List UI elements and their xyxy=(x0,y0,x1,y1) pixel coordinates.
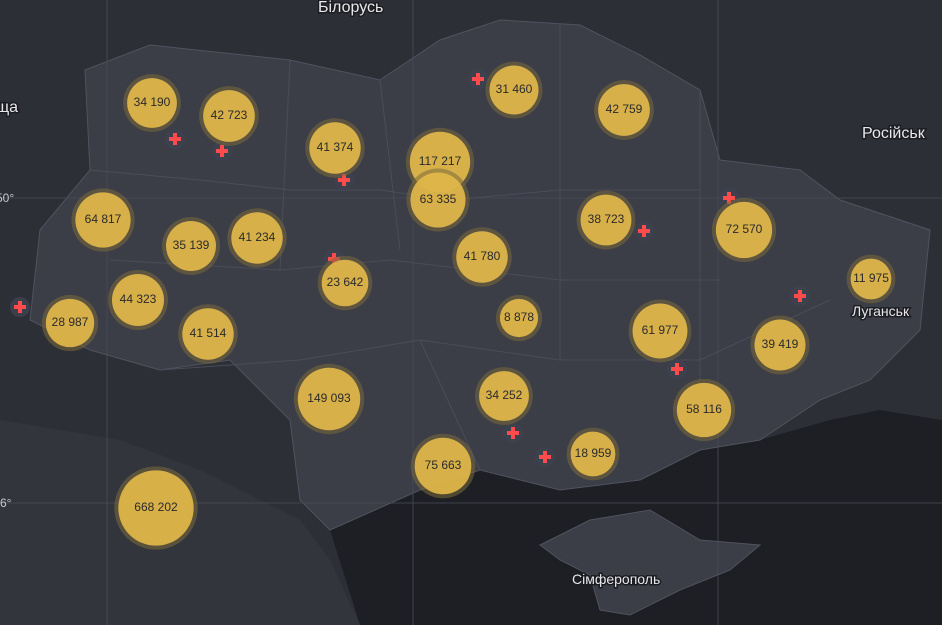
cluster xyxy=(754,319,806,371)
cluster-label: 41 780 xyxy=(464,249,501,263)
cluster xyxy=(676,382,732,438)
hospital-marker xyxy=(169,133,181,145)
cluster-label: 75 663 xyxy=(425,458,462,472)
cluster-label: 28 987 xyxy=(52,315,89,329)
hospital-marker xyxy=(216,145,228,157)
cluster xyxy=(45,298,95,348)
cluster-label: 42 723 xyxy=(211,108,248,122)
cluster xyxy=(321,259,369,307)
cluster-label: 149 093 xyxy=(307,391,351,405)
cluster xyxy=(489,65,539,115)
place-label: Білорусь xyxy=(318,0,383,16)
hospital-marker xyxy=(539,451,551,463)
hospital-marker xyxy=(671,363,683,375)
hospital-marker xyxy=(638,225,650,237)
latitude-label: 6° xyxy=(0,496,12,510)
hospital-marker xyxy=(507,427,519,439)
place-label: Сімферополь xyxy=(572,571,660,587)
cluster-label: 117 217 xyxy=(419,154,462,168)
cluster xyxy=(456,231,508,283)
cluster-label: 61 977 xyxy=(642,323,679,337)
crimea xyxy=(539,509,762,616)
hospital-marker xyxy=(472,73,484,85)
place-label: Російськ xyxy=(862,125,926,142)
cluster xyxy=(580,194,632,246)
latitude-label: 50° xyxy=(0,191,14,205)
cluster-label: 35 139 xyxy=(173,238,210,252)
cluster xyxy=(598,84,650,136)
cluster xyxy=(231,212,283,264)
cluster xyxy=(297,367,361,431)
cluster-label: 42 759 xyxy=(606,102,643,116)
cluster xyxy=(127,78,177,128)
cluster-label: 41 374 xyxy=(317,140,354,154)
cluster-label: 72 570 xyxy=(726,222,763,236)
cluster-label: 44 323 xyxy=(120,292,157,306)
cluster-label: 11 975 xyxy=(853,271,889,285)
cluster xyxy=(414,437,472,495)
hospital-marker xyxy=(14,301,26,313)
cluster-label: 41 514 xyxy=(190,326,227,340)
cluster-label: 38 723 xyxy=(588,212,625,226)
place-label: Луганськ xyxy=(852,303,910,319)
cluster xyxy=(165,220,217,272)
cluster-label: 34 190 xyxy=(134,95,171,109)
cluster xyxy=(203,90,255,142)
cluster xyxy=(850,258,892,300)
cluster-label: 668 202 xyxy=(134,500,178,514)
cluster-label: 39 419 xyxy=(762,337,799,351)
cluster xyxy=(570,431,616,477)
cluster-label: 64 817 xyxy=(85,212,122,226)
cluster xyxy=(118,470,194,546)
cluster xyxy=(309,122,361,174)
cluster xyxy=(479,371,529,421)
cluster-label: 18 959 xyxy=(575,446,612,460)
cluster-label: 8 878 xyxy=(504,310,534,324)
cluster xyxy=(715,201,773,259)
cluster-label: 34 252 xyxy=(486,388,523,402)
cluster-label: 41 234 xyxy=(239,230,276,244)
cluster xyxy=(182,308,234,360)
cluster xyxy=(111,273,165,327)
cluster-label: 31 460 xyxy=(496,82,533,96)
cluster xyxy=(75,192,131,248)
cluster-label: 58 116 xyxy=(686,402,722,416)
cluster xyxy=(410,172,466,228)
hospital-marker xyxy=(794,290,806,302)
cluster xyxy=(499,298,539,338)
place-label: ща xyxy=(0,99,18,116)
cluster-label: 23 642 xyxy=(327,275,364,289)
cluster xyxy=(632,303,688,359)
cluster-label: 63 335 xyxy=(420,192,457,206)
region-borders xyxy=(89,25,831,471)
